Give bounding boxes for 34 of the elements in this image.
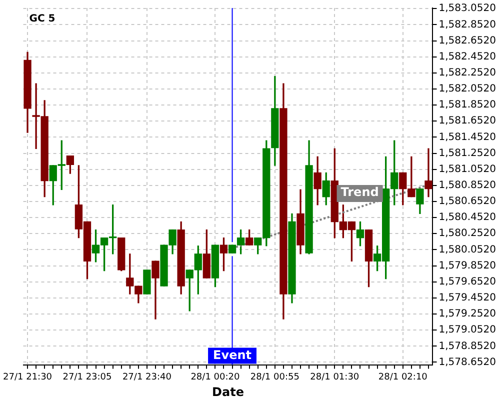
series-label: Trend (340, 185, 379, 200)
y-tick-label: 1,582.6520 (438, 35, 496, 46)
y-tick-label: 1,578.8520 (438, 340, 496, 352)
y-tick-label: 1,581.2520 (438, 148, 496, 159)
x-tick-label: 28/1 01:30 (310, 372, 360, 383)
y-tick-label: 1,580.4520 (438, 212, 496, 224)
y-tick-label: 1,581.6520 (438, 116, 496, 127)
y-tick-label: 1,582.8520 (438, 19, 496, 30)
y-tick-label: 1,579.2520 (438, 308, 496, 320)
x-tick-label: 28/1 00:20 (190, 372, 240, 383)
y-tick-label: 1,580.2520 (438, 228, 496, 240)
x-tick-label: 27/1 23:40 (122, 372, 172, 383)
x-tick-label: 27/1 21:30 (3, 372, 52, 383)
x-tick-label: 28/1 00:55 (250, 372, 300, 383)
annotation: Event (213, 348, 252, 362)
y-tick-label: 1,583.0520 (438, 3, 496, 14)
x-tick-label: 28/1 02:10 (378, 372, 428, 383)
y-tick-label: 1,579.4520 (438, 292, 496, 304)
y-tick-label: 1,578.6520 (438, 356, 496, 368)
text: GC 5 (29, 14, 56, 25)
y-tick-label: 1,582.2520 (438, 68, 496, 79)
y-tick-label: 1,579.8520 (438, 260, 496, 272)
y-tick-label: 1,581.0520 (438, 164, 496, 175)
y-tick-label: 1,580.0520 (438, 244, 496, 256)
y-tick-label: 1,582.4520 (438, 51, 496, 62)
y-tick-label: 1,579.0520 (438, 324, 496, 336)
y-tick-label: 1,579.6520 (438, 276, 496, 288)
y-tick-label: 1,581.4520 (438, 132, 496, 143)
y-tick-label: 1,581.8520 (438, 100, 496, 111)
y-tick-label: 1,580.6520 (438, 196, 496, 208)
y-tick-label: 1,580.8520 (438, 180, 496, 192)
x-axis-title: Date (212, 384, 244, 399)
x-tick-label: 27/1 23:05 (62, 372, 112, 383)
y-tick-label: 1,582.0520 (438, 84, 496, 95)
